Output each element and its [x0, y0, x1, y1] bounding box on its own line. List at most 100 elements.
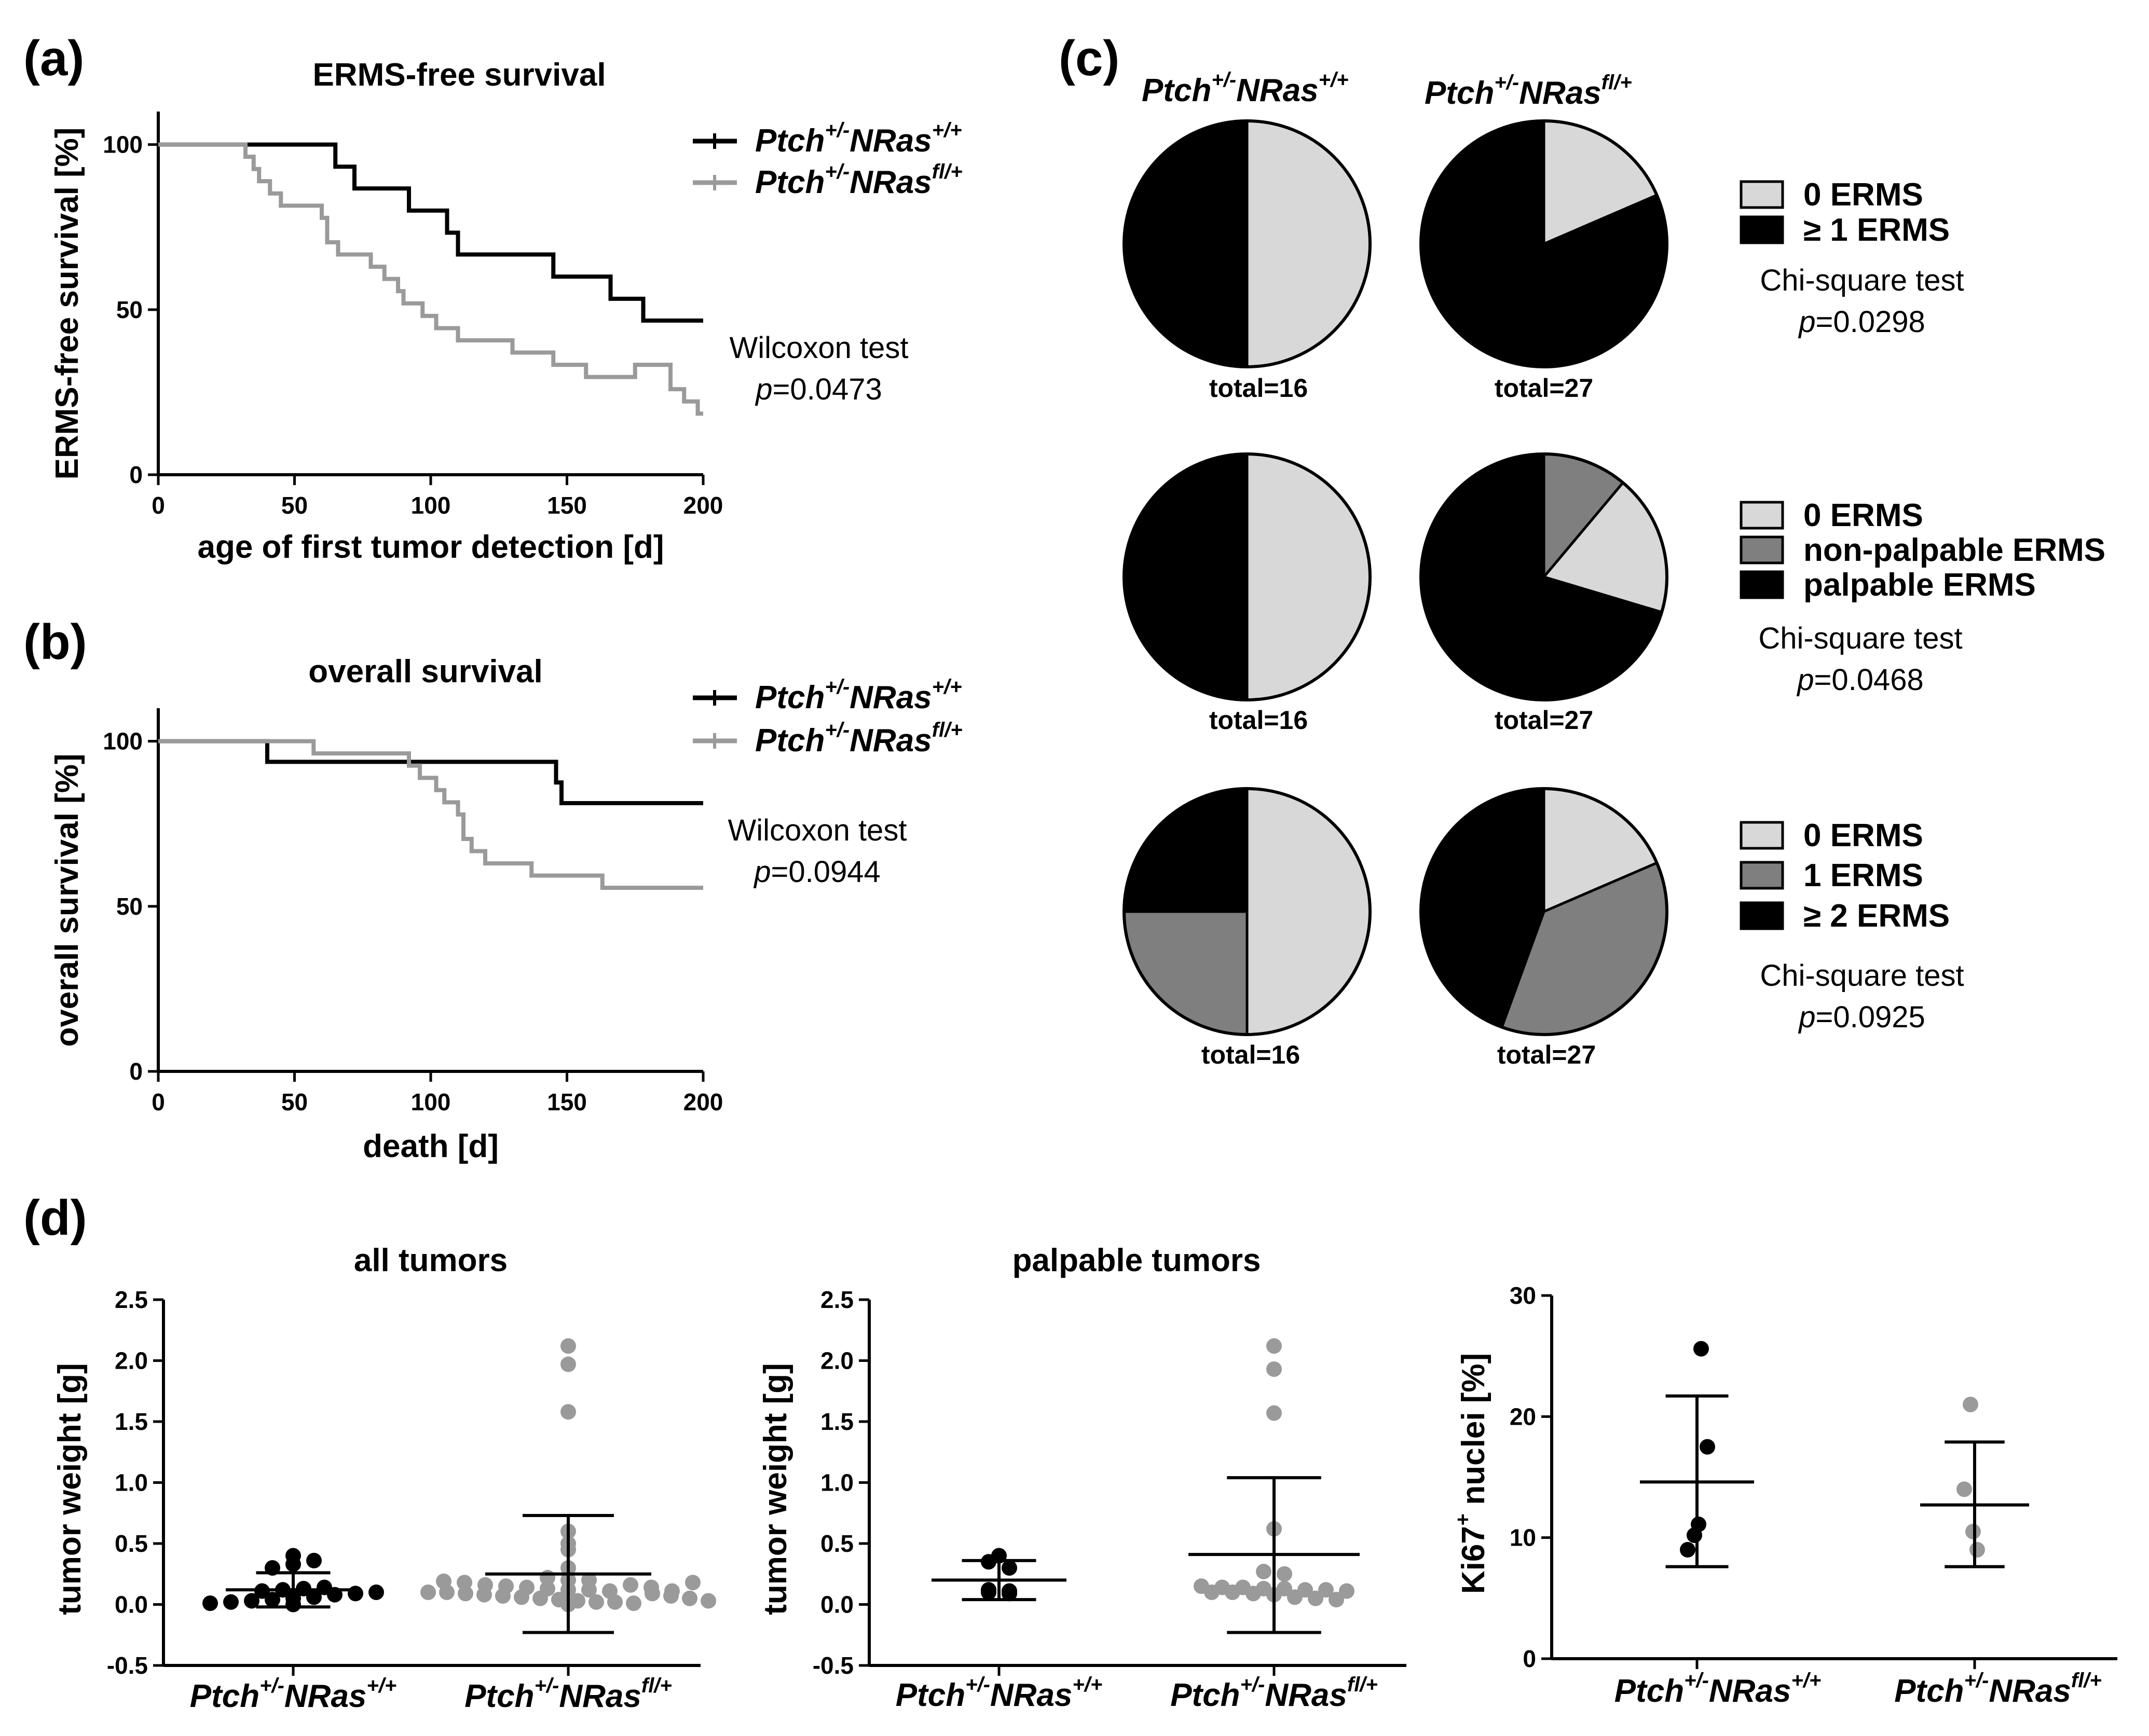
data-point-fl — [1277, 1566, 1292, 1582]
pie-legend-swatch-r1-1 — [1740, 215, 1784, 244]
panel-d: all tumors palpable tumors tumor weight … — [52, 1243, 2117, 1714]
panel-d2-group-label-fl: Ptch+/-NRasfl/+ — [1170, 1673, 1378, 1713]
pie-slice-r3-wt-1 — [1123, 910, 1249, 1036]
panel-label-a: (a) — [23, 31, 84, 86]
panel-a-x-tick-label: 0 — [152, 492, 165, 519]
panel-a-series — [158, 142, 703, 416]
panel-d1-points — [202, 1338, 716, 1634]
panel-d1-axes: -0.5 0.0 0.5 1.0 1.5 2.0 2.5 — [107, 1286, 701, 1679]
panel-b-x-tick-label: 200 — [683, 1089, 723, 1115]
panel-a-ylabel: ERMS-free survival [%] — [49, 128, 85, 480]
data-point-fl — [560, 1404, 576, 1420]
data-point-fl — [1318, 1582, 1334, 1598]
panel-d2-group-label-wt: Ptch+/-NRas+/+ — [896, 1673, 1103, 1713]
pie-legend-label-r2-1: non-palpable ERMS — [1803, 532, 2105, 568]
panel-b-y-tick-label: 0 — [129, 1058, 143, 1085]
panel-b-xlabel: death [d] — [363, 1128, 499, 1164]
data-point-fl — [685, 1575, 701, 1591]
pie-legend-label-r3-1: 1 ERMS — [1803, 858, 1923, 893]
panel-d3-points — [1640, 1341, 2029, 1568]
legend-item-wt-b: Ptch+/-NRas+/+ — [693, 676, 962, 715]
data-point-fl — [1969, 1542, 1985, 1558]
panel-d1-y-tick-label: 1.5 — [115, 1408, 148, 1435]
panel-a-x-tick-label: 150 — [547, 492, 587, 519]
data-point-fl — [1308, 1590, 1323, 1606]
data-point-fl — [588, 1594, 604, 1610]
panel-d2-title: palpable tumors — [1012, 1243, 1261, 1278]
pie-total-r1-fl: total=27 — [1495, 374, 1593, 403]
panel-a-y-tick-label: 0 — [129, 461, 143, 488]
panel-b-pvalue: p=0.0944 — [753, 855, 881, 889]
panel-a-xlabel: age of first tumor detection [d] — [198, 529, 664, 565]
data-point-fl — [645, 1586, 660, 1602]
panel-a-x-tick-label: 200 — [683, 492, 723, 519]
panel-d3-ylabel: Ki67+ nuclei [%] — [1452, 1353, 1491, 1594]
survival-line-fl — [158, 739, 703, 890]
data-point-fl — [560, 1356, 576, 1372]
panel-label-b: (b) — [23, 614, 87, 670]
pie-total-r3-wt: total=16 — [1201, 1040, 1300, 1069]
pie-legend-label-r1-0: 0 ERMS — [1803, 177, 1923, 213]
panel-d1-y-tick-label: -0.5 — [107, 1652, 148, 1679]
legend-label-fl-b: Ptch+/-NRasfl/+ — [755, 719, 963, 759]
pie-total-r1-wt: total=16 — [1209, 374, 1308, 403]
panel-a-pvalue: p=0.0473 — [755, 373, 882, 406]
panel-b-axes: 0 50 100 150 200 0 50 100 — [103, 708, 723, 1115]
pie-legend-row2: 0 ERMS non-palpable ERMS palpable ERMS C… — [1740, 498, 2105, 697]
data-point-wt — [202, 1595, 218, 1611]
data-point-fl — [495, 1588, 511, 1604]
data-point-fl — [1245, 1586, 1261, 1602]
legend-item-wt: Ptch+/-NRas+/+ — [693, 119, 962, 159]
data-point-fl — [607, 1594, 623, 1610]
pie-total-r2-wt: total=16 — [1209, 706, 1308, 735]
pie-grid — [1123, 119, 1668, 1036]
panel-b: overall survival overall survival [%] de… — [49, 654, 963, 1164]
pie-outline-r1-wt — [1123, 119, 1372, 368]
data-point-wt — [981, 1582, 996, 1598]
panel-d1-group-label-fl: Ptch+/-NRasfl/+ — [464, 1674, 672, 1714]
data-point-fl — [701, 1593, 716, 1609]
data-point-fl — [623, 1577, 638, 1593]
data-point-fl — [682, 1590, 697, 1606]
data-point-wt — [1002, 1583, 1017, 1599]
data-point-fl — [1339, 1583, 1354, 1599]
data-point-wt — [265, 1592, 280, 1608]
panel-d1-y-tick-label: 0.5 — [115, 1530, 148, 1557]
data-point-fl — [476, 1587, 492, 1603]
data-point-fl — [1266, 1338, 1282, 1354]
data-point-wt — [1680, 1542, 1695, 1558]
pie-pvalue-r1: p=0.0298 — [1798, 305, 1925, 339]
panel-b-ylabel: overall survival [%] — [49, 753, 85, 1046]
pie-legend-label-r3-2: ≥ 2 ERMS — [1803, 898, 1950, 934]
pie-total-r2-fl: total=27 — [1495, 706, 1593, 735]
data-point-wt — [368, 1585, 384, 1600]
panel-a-x-tick-label: 100 — [411, 492, 451, 519]
legend-item-fl: Ptch+/-NRasfl/+ — [693, 160, 963, 200]
pie-outline-r3-fl — [1419, 787, 1668, 1036]
panel-d1-y-tick-label: 0.0 — [115, 1591, 148, 1618]
data-point-fl — [458, 1586, 473, 1602]
pie-legend-label-r2-2: palpable ERMS — [1803, 567, 2036, 603]
pie-pvalue-r3: p=0.0925 — [1798, 1000, 1925, 1034]
panel-label-d: (d) — [23, 1190, 87, 1246]
data-point-fl — [420, 1585, 436, 1600]
pie-test-r2: Chi-square test — [1758, 622, 1962, 655]
panel-b-x-tick-label: 150 — [547, 1089, 587, 1115]
data-point-fl — [1266, 1405, 1282, 1421]
data-point-fl — [1225, 1585, 1240, 1600]
data-point-wt — [1693, 1341, 1709, 1357]
pie-test-r1: Chi-square test — [1760, 264, 1964, 297]
panel-d3-group-label-fl: Ptch+/-NRasfl/+ — [1894, 1669, 2102, 1709]
survival-line-fl — [158, 142, 703, 416]
data-point-wt — [317, 1579, 332, 1595]
panel-d2-y-tick-label: 2.0 — [820, 1347, 854, 1374]
data-point-fl — [1256, 1564, 1271, 1580]
pie-legend-swatch-r2-2 — [1740, 570, 1784, 599]
data-point-fl — [439, 1585, 455, 1600]
panel-d1-y-tick-label: 2.5 — [115, 1286, 148, 1313]
panel-b-x-tick-label: 100 — [411, 1089, 451, 1115]
panel-a-title: ERMS-free survival — [312, 57, 606, 93]
data-point-fl — [581, 1572, 597, 1588]
data-point-fl — [514, 1589, 529, 1605]
